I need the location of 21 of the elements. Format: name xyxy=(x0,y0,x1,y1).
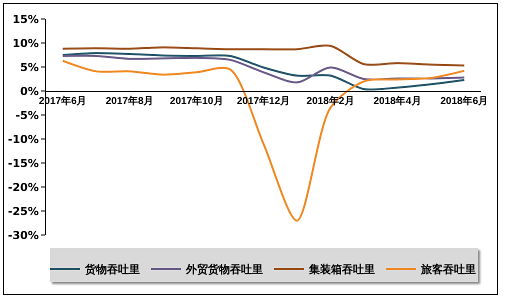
line-series xyxy=(62,54,466,84)
y-tick-label: -15% xyxy=(8,156,39,170)
line-series xyxy=(62,52,466,91)
y-tick-label: -10% xyxy=(8,132,39,146)
y-tick-label: 10% xyxy=(12,36,39,50)
legend-label: 旅客吞吐里 xyxy=(420,263,476,276)
y-tick-label: -25% xyxy=(8,204,39,218)
x-tick-label: 2017年8月 xyxy=(106,95,154,107)
y-tick-label: 5% xyxy=(20,60,39,74)
x-tick-label: 2018年4月 xyxy=(373,95,422,107)
y-tick-label: 15% xyxy=(12,12,39,26)
legend-label: 货物吞吐里 xyxy=(84,263,140,276)
x-tick-label: 2018年6月 xyxy=(440,95,488,107)
y-tick-label: -5% xyxy=(16,108,39,122)
y-tick-label: -30% xyxy=(8,228,39,242)
y-tick-label: -20% xyxy=(8,180,39,194)
legend-label: 集装箱吞吐里 xyxy=(308,263,375,276)
line-series xyxy=(62,44,466,67)
x-tick-label: 2017年10月 xyxy=(170,95,224,107)
y-tick-label: 0% xyxy=(20,84,39,98)
legend-label: 外贸货物吞吐里 xyxy=(185,263,263,276)
